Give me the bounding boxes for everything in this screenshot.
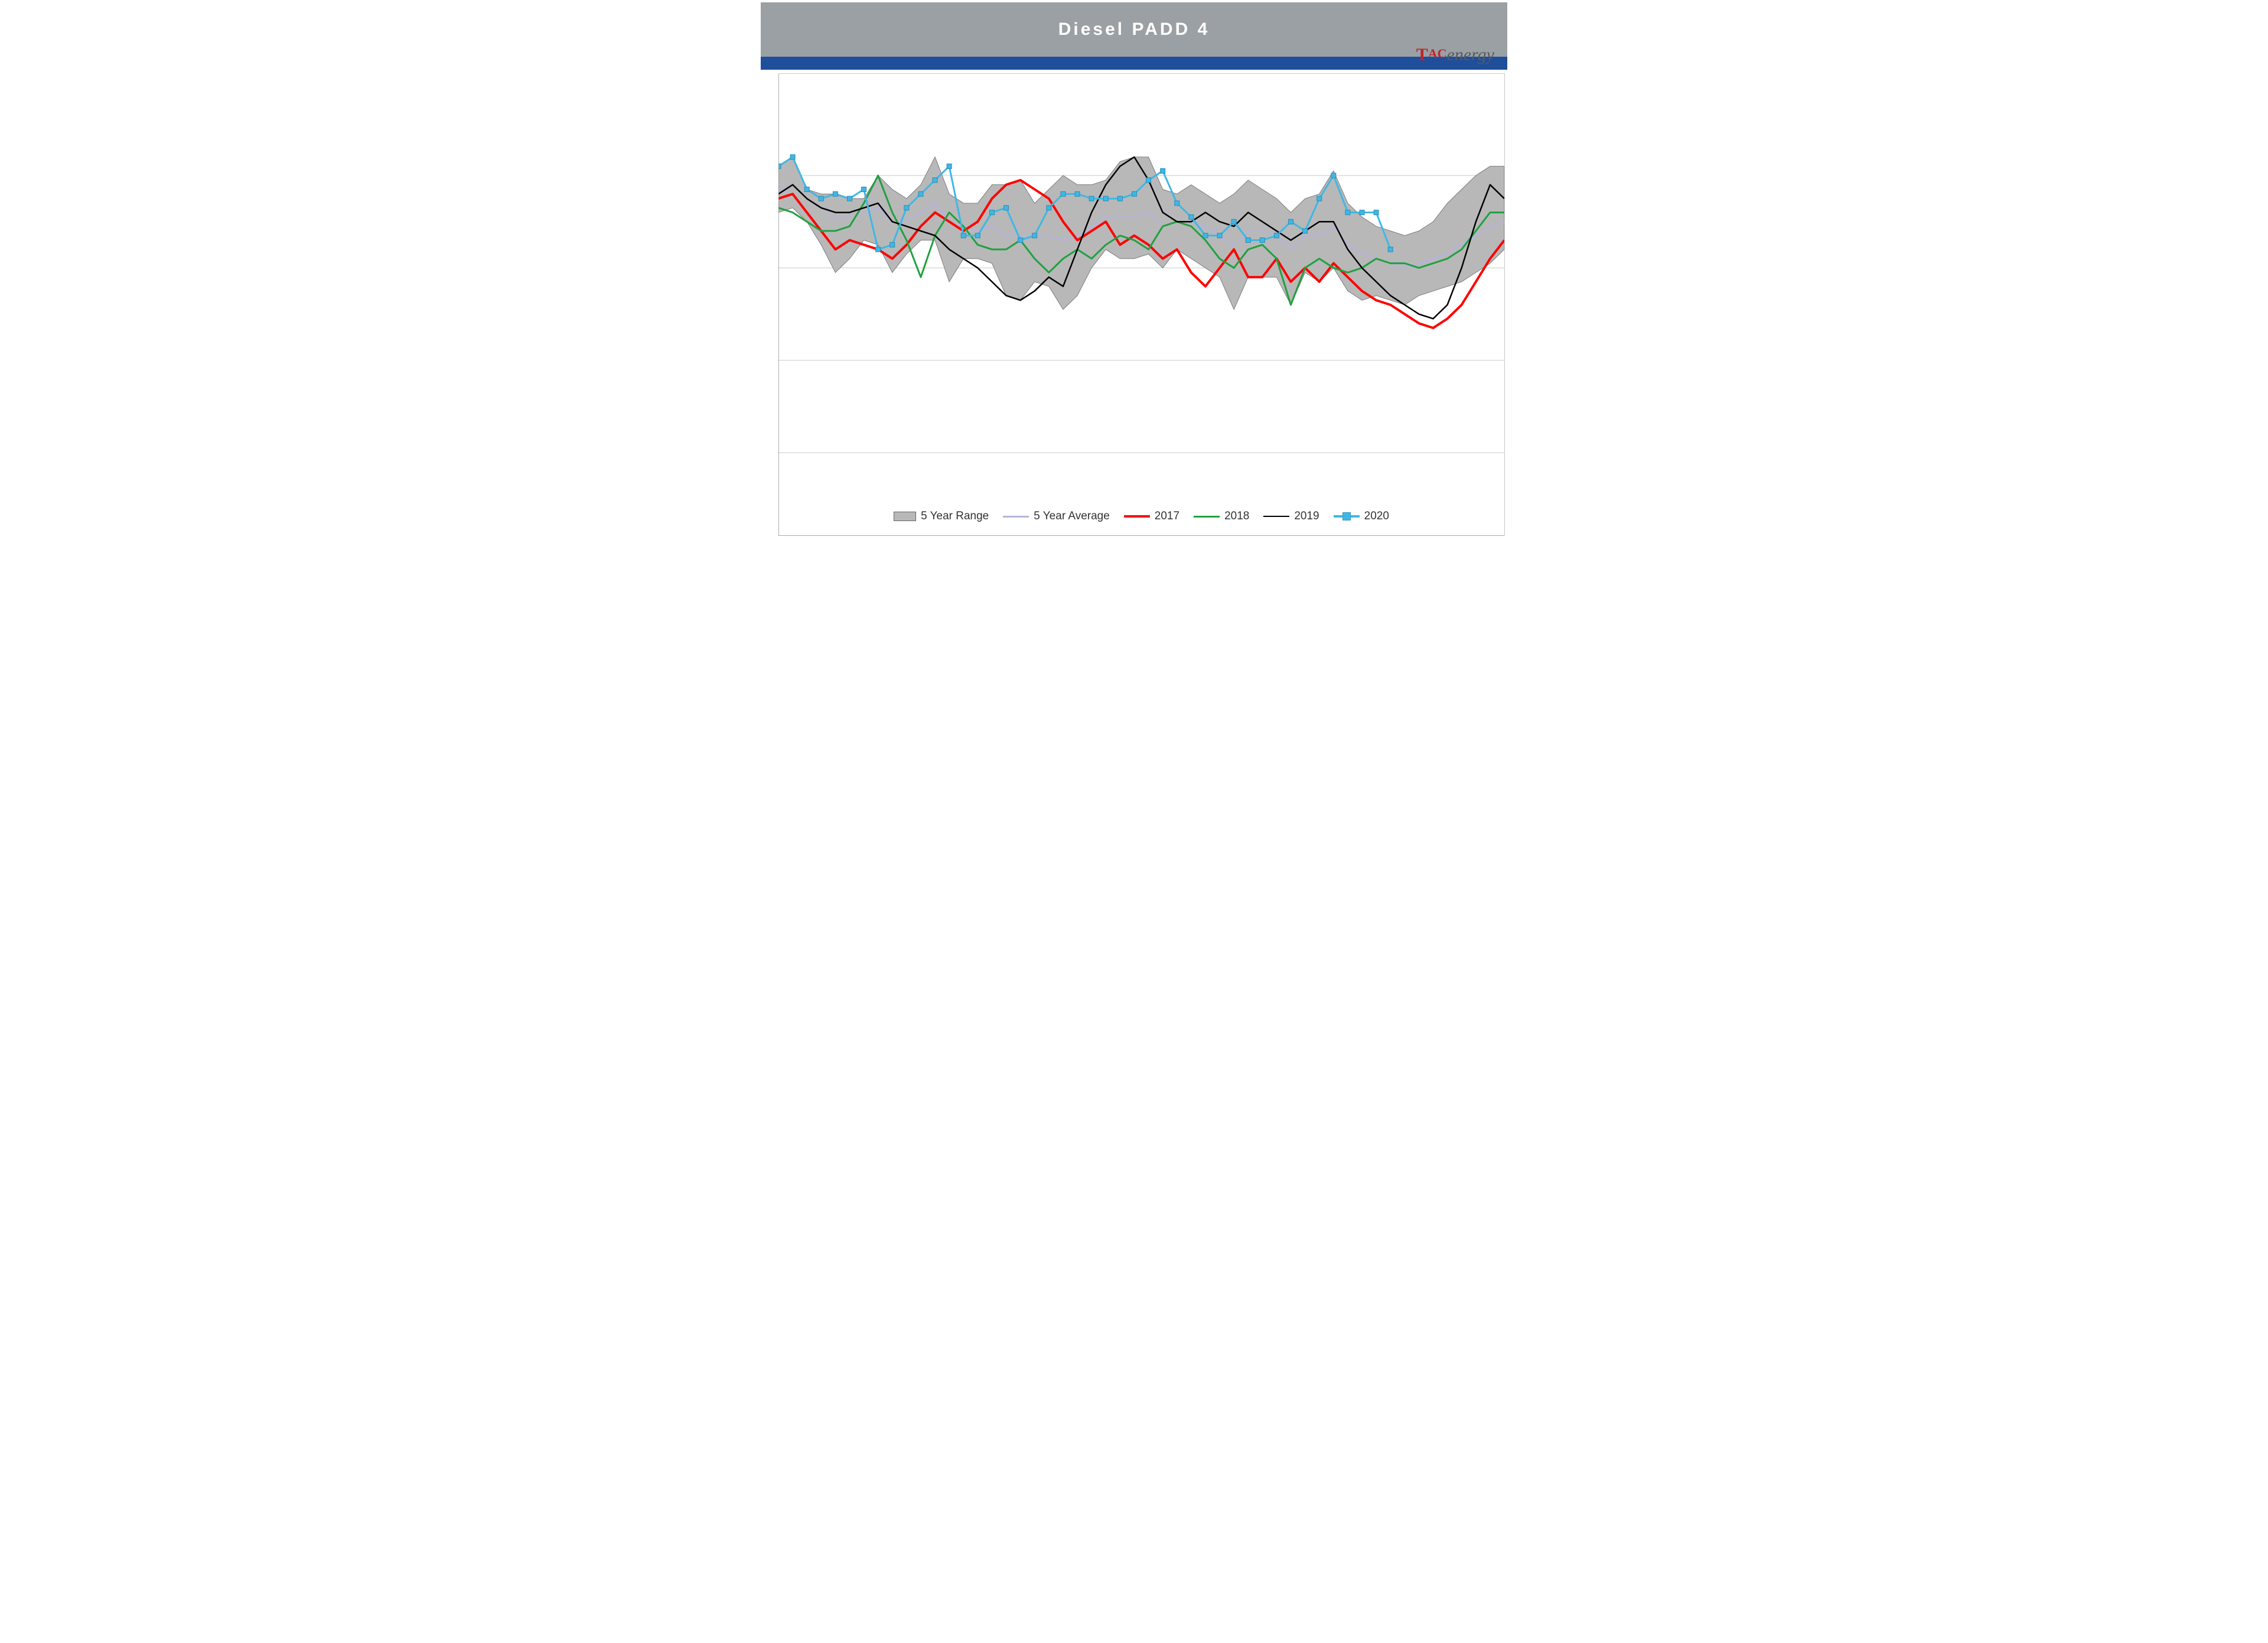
brand-logo: TACenergy — [1416, 45, 1494, 65]
chart-frame: Diesel PADD 4 TACenergy 5 Year Range5 Ye… — [756, 0, 1512, 548]
legend-item: 5 Year Average — [1003, 510, 1110, 523]
title-bar: Diesel PADD 4 TACenergy — [761, 2, 1507, 57]
legend-swatch-avg — [1003, 516, 1029, 518]
legend-item: 5 Year Range — [894, 510, 989, 523]
accent-stripe — [761, 57, 1507, 70]
legend-swatch-band — [894, 512, 916, 521]
chart-title: Diesel PADD 4 — [1058, 19, 1210, 40]
legend-swatch-y2018 — [1194, 516, 1220, 518]
range-band — [778, 157, 1504, 310]
legend-item: 2020 — [1334, 510, 1389, 523]
legend-label: 2018 — [1224, 510, 1249, 523]
legend-label: 2020 — [1364, 510, 1389, 523]
legend-item: 2019 — [1263, 510, 1319, 523]
logo-part-t: T — [1416, 45, 1428, 64]
chart-svg — [778, 74, 1504, 536]
legend-swatch-y2017 — [1124, 515, 1150, 518]
legend-swatch-y2019 — [1263, 516, 1289, 517]
legend-swatch-y2020 — [1334, 512, 1360, 520]
logo-part-rest: energy — [1446, 45, 1494, 64]
legend-label: 2019 — [1294, 510, 1319, 523]
legend: 5 Year Range 5 Year Average 2017 2018 2019 20… — [778, 510, 1504, 523]
logo-part-ac: AC — [1428, 46, 1447, 61]
legend-label: 2017 — [1155, 510, 1179, 523]
legend-label: 5 Year Average — [1034, 510, 1110, 523]
plot-area: 5 Year Range 5 Year Average 2017 2018 2019 20… — [778, 73, 1505, 536]
legend-item: 2018 — [1194, 510, 1249, 523]
legend-item: 2017 — [1124, 510, 1179, 523]
legend-label: 5 Year Range — [921, 510, 989, 523]
